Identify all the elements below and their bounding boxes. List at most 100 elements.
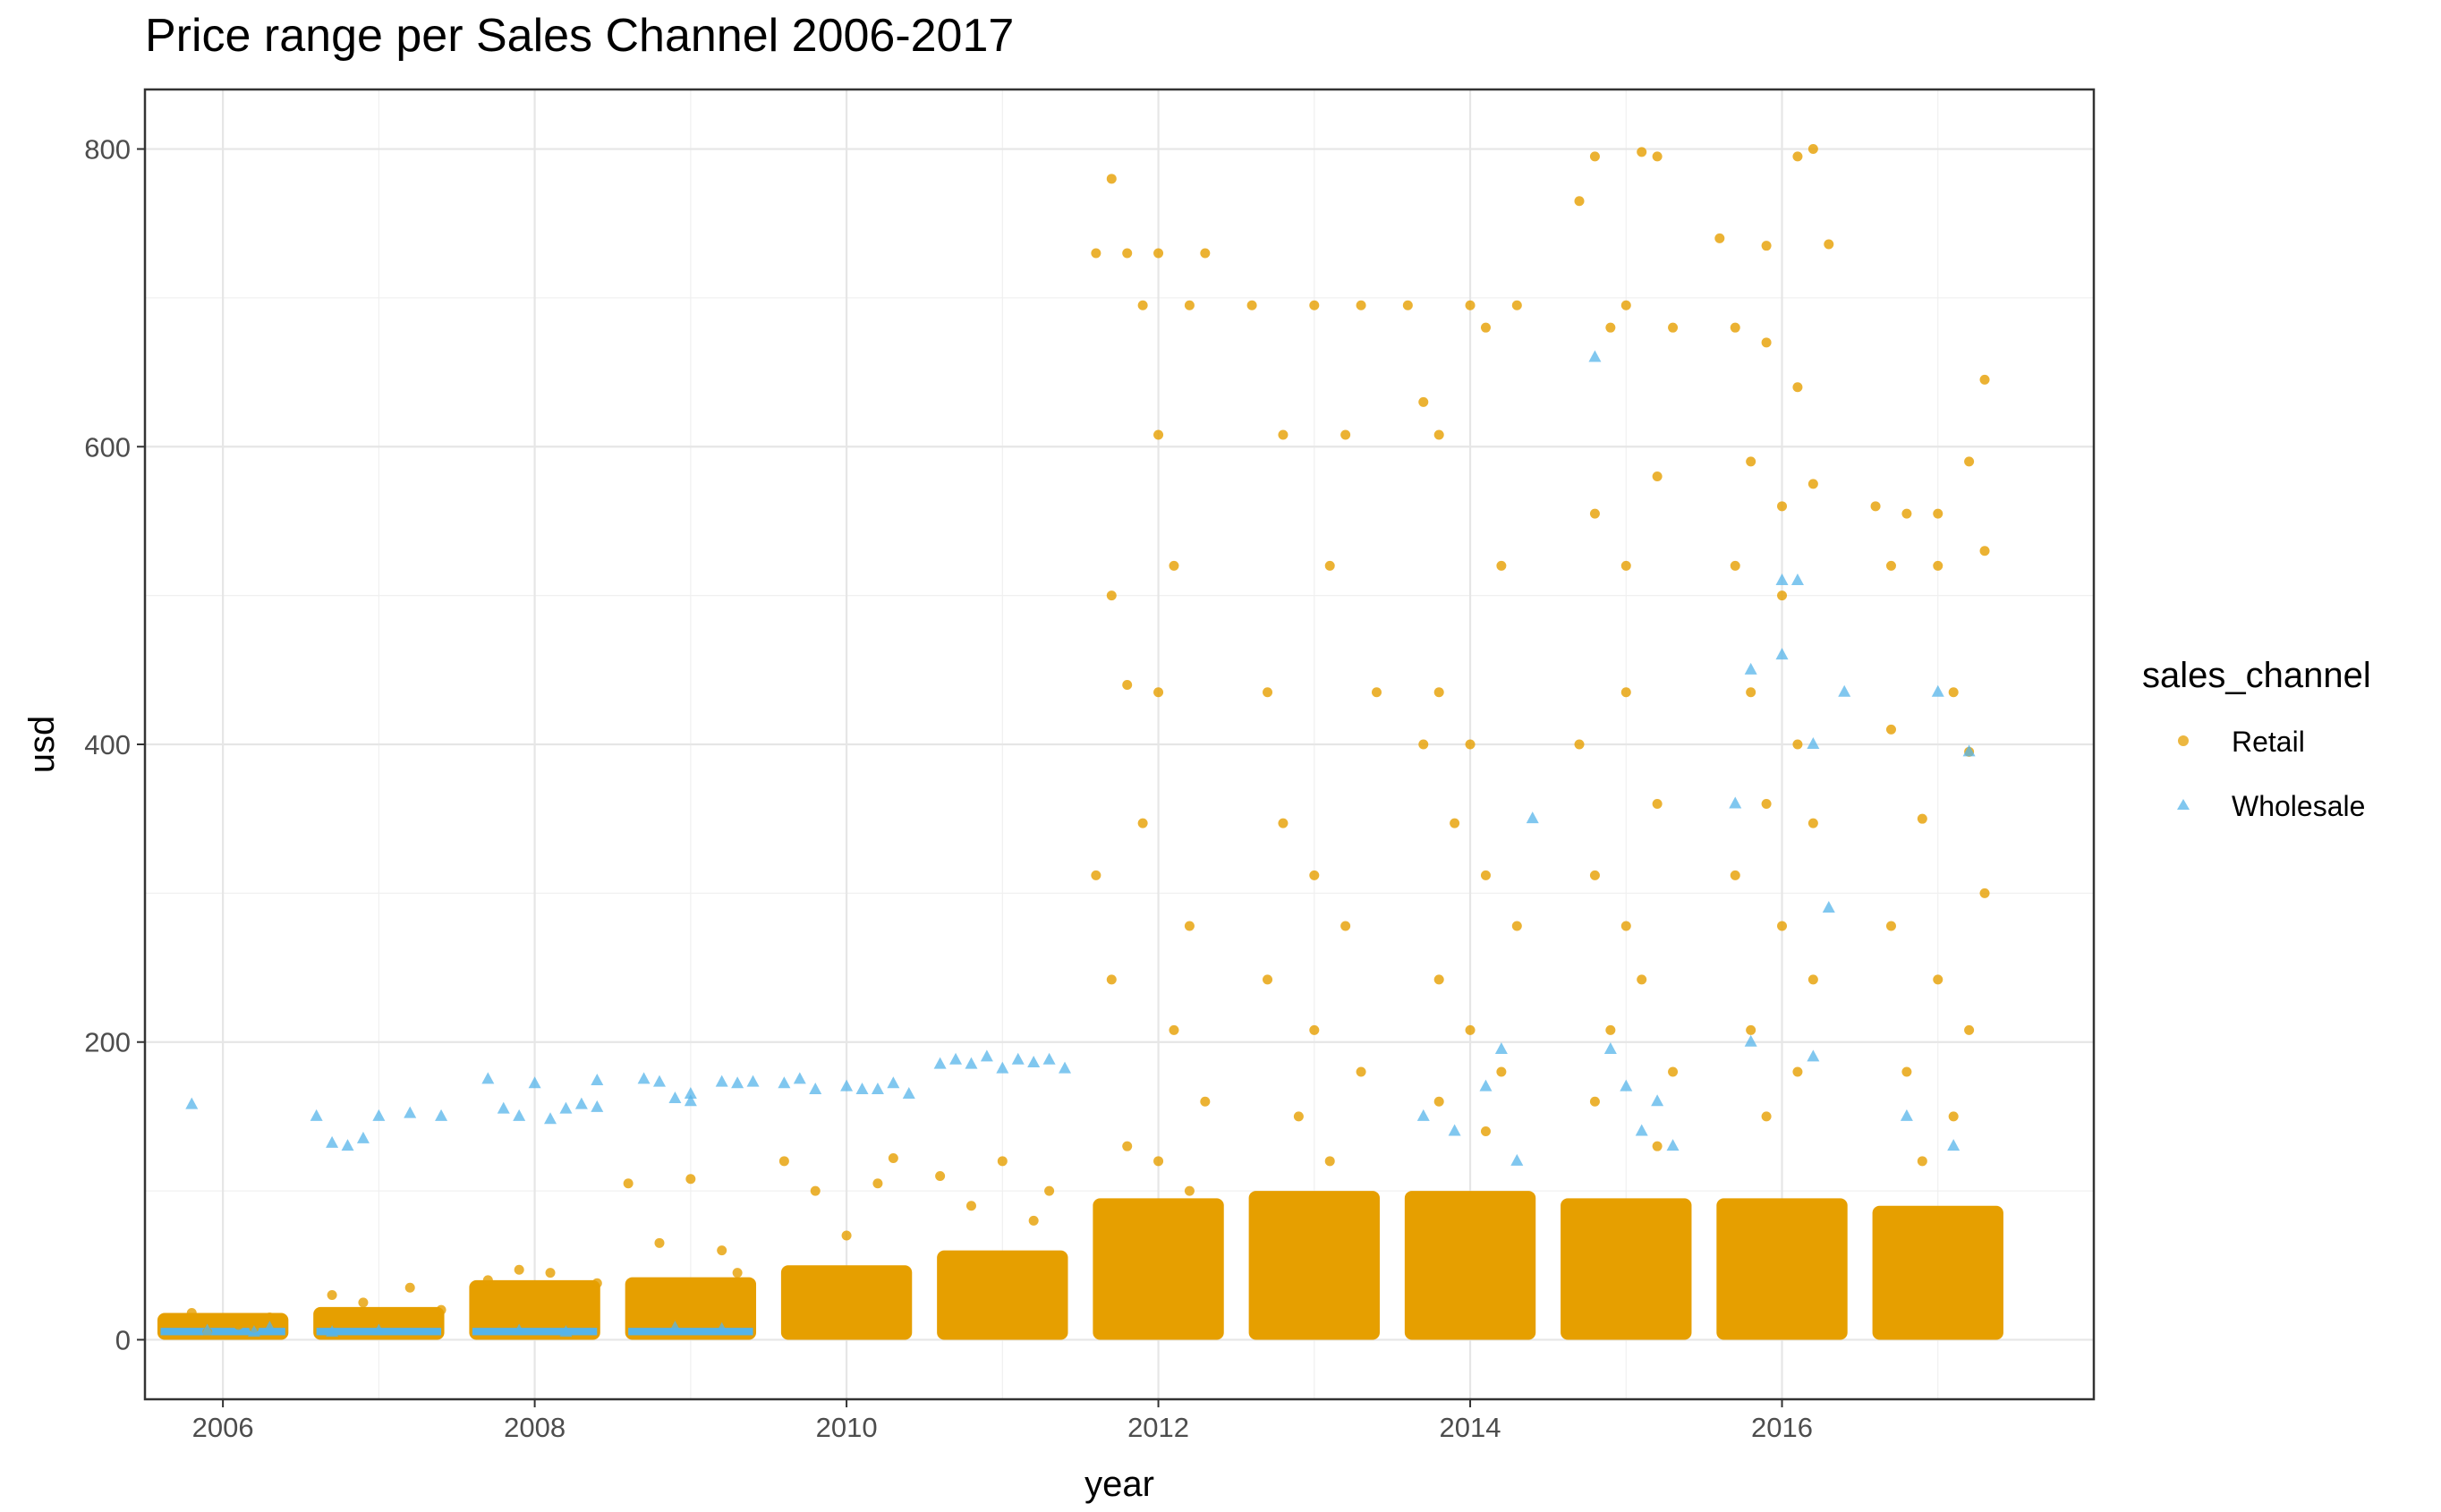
retail-point — [1637, 974, 1647, 985]
retail-point — [1200, 1096, 1211, 1107]
wholesale-point — [1651, 1094, 1664, 1107]
retail-cluster-2009 — [625, 1277, 757, 1340]
retail-point — [1620, 687, 1631, 698]
wholesale-point — [746, 1075, 760, 1087]
retail-point — [1496, 560, 1507, 571]
retail-point — [1402, 300, 1413, 310]
retail-point — [1807, 974, 1818, 985]
y-tick-label: 400 — [84, 729, 131, 760]
retail-point — [623, 1178, 634, 1189]
wholesale-point — [778, 1076, 791, 1089]
wholesale-point — [372, 1323, 386, 1336]
retail-point — [1356, 300, 1366, 310]
retail-point — [1714, 233, 1725, 243]
retail-point — [1761, 337, 1772, 348]
wholesale-point — [1838, 684, 1851, 697]
retail-point — [1824, 239, 1834, 250]
retail-point — [1184, 1185, 1195, 1196]
retail-point — [1184, 300, 1195, 310]
wholesale-point — [263, 1321, 276, 1333]
wholesale-cluster-2008 — [472, 1328, 598, 1336]
wholesale-point — [513, 1109, 526, 1121]
axis-ticks: 2006 2008 2010 2012 2014 2016 0 200 400 600 800 — [84, 134, 1813, 1443]
retail-point — [1496, 1066, 1507, 1077]
retail-point — [997, 1156, 1008, 1167]
retail-point — [1933, 508, 1943, 519]
retail-point — [965, 1201, 976, 1211]
retail-point — [872, 1178, 883, 1189]
data-density-blocks — [157, 1191, 2003, 1340]
retail-point — [1917, 813, 1927, 824]
retail-point — [1465, 739, 1476, 750]
retail-point — [1450, 818, 1460, 828]
retail-point — [436, 1304, 447, 1315]
wholesale-point — [668, 1321, 682, 1333]
x-tick-label: 2016 — [1751, 1412, 1813, 1443]
retail-point — [1433, 974, 1444, 985]
retail-point — [1917, 1156, 1927, 1167]
wholesale-point — [715, 1075, 728, 1087]
retail-point — [1122, 248, 1133, 259]
retail-point — [591, 1278, 602, 1288]
legend-key-wholesale — [2177, 799, 2190, 810]
wholesale-point — [341, 1139, 354, 1151]
retail-point — [1652, 471, 1663, 482]
retail-point — [1465, 300, 1476, 310]
wholesale-cluster-2006 — [160, 1328, 285, 1336]
retail-point — [1746, 687, 1756, 698]
wholesale-point — [949, 1052, 963, 1065]
x-tick-label: 2014 — [1440, 1412, 1501, 1443]
retail-point — [1480, 1126, 1491, 1137]
wholesale-point — [1900, 1109, 1913, 1121]
legend-label-wholesale: Wholesale — [2232, 790, 2365, 822]
retail-cluster-2015 — [1561, 1198, 1692, 1340]
retail-point — [482, 1275, 493, 1286]
retail-point — [778, 1156, 789, 1167]
retail-point — [1792, 739, 1803, 750]
retail-point — [1777, 921, 1788, 931]
retail-point — [1885, 921, 1896, 931]
retail-point — [1964, 456, 1975, 467]
retail-point — [1356, 1066, 1366, 1077]
wholesale-point — [513, 1323, 526, 1336]
wholesale-point — [1666, 1139, 1680, 1151]
retail-point — [1807, 144, 1818, 155]
retail-point — [1792, 151, 1803, 162]
wholesale-point — [1011, 1052, 1025, 1065]
retail-point — [1933, 974, 1943, 985]
wholesale-point — [528, 1076, 541, 1089]
wholesale-point — [933, 1057, 947, 1069]
retail-cluster-2017 — [1872, 1205, 2003, 1340]
retail-point — [1979, 374, 1990, 385]
retail-point — [732, 1268, 743, 1278]
retail-point — [1246, 300, 1257, 310]
retail-point — [1106, 590, 1117, 601]
y-tick-label: 800 — [84, 134, 131, 166]
wholesale-point — [1931, 684, 1944, 697]
retail-point — [1620, 560, 1631, 571]
retail-point — [1870, 501, 1881, 512]
retail-cluster-2013 — [1248, 1191, 1380, 1340]
wholesale-point — [715, 1321, 728, 1334]
wholesale-point — [1620, 1079, 1633, 1092]
wholesale-point — [887, 1076, 900, 1089]
wholesale-point — [1042, 1052, 1056, 1065]
retail-point — [1309, 300, 1320, 310]
retail-point — [1293, 1111, 1304, 1122]
retail-point — [1730, 560, 1740, 571]
wholesale-point — [871, 1082, 884, 1094]
retail-point — [1746, 456, 1756, 467]
retail-point — [1433, 429, 1444, 440]
wholesale-point — [1790, 573, 1804, 585]
retail-point — [1028, 1215, 1039, 1226]
retail-point — [264, 1312, 275, 1322]
y-axis-title: usd — [22, 716, 62, 774]
x-tick-label: 2010 — [816, 1412, 878, 1443]
wholesale-point — [684, 1094, 697, 1107]
retail-point — [1153, 1156, 1164, 1167]
wholesale-point — [1807, 737, 1820, 749]
wholesale-point — [497, 1101, 510, 1114]
wholesale-point — [1510, 1153, 1524, 1166]
retail-point — [1091, 870, 1101, 880]
